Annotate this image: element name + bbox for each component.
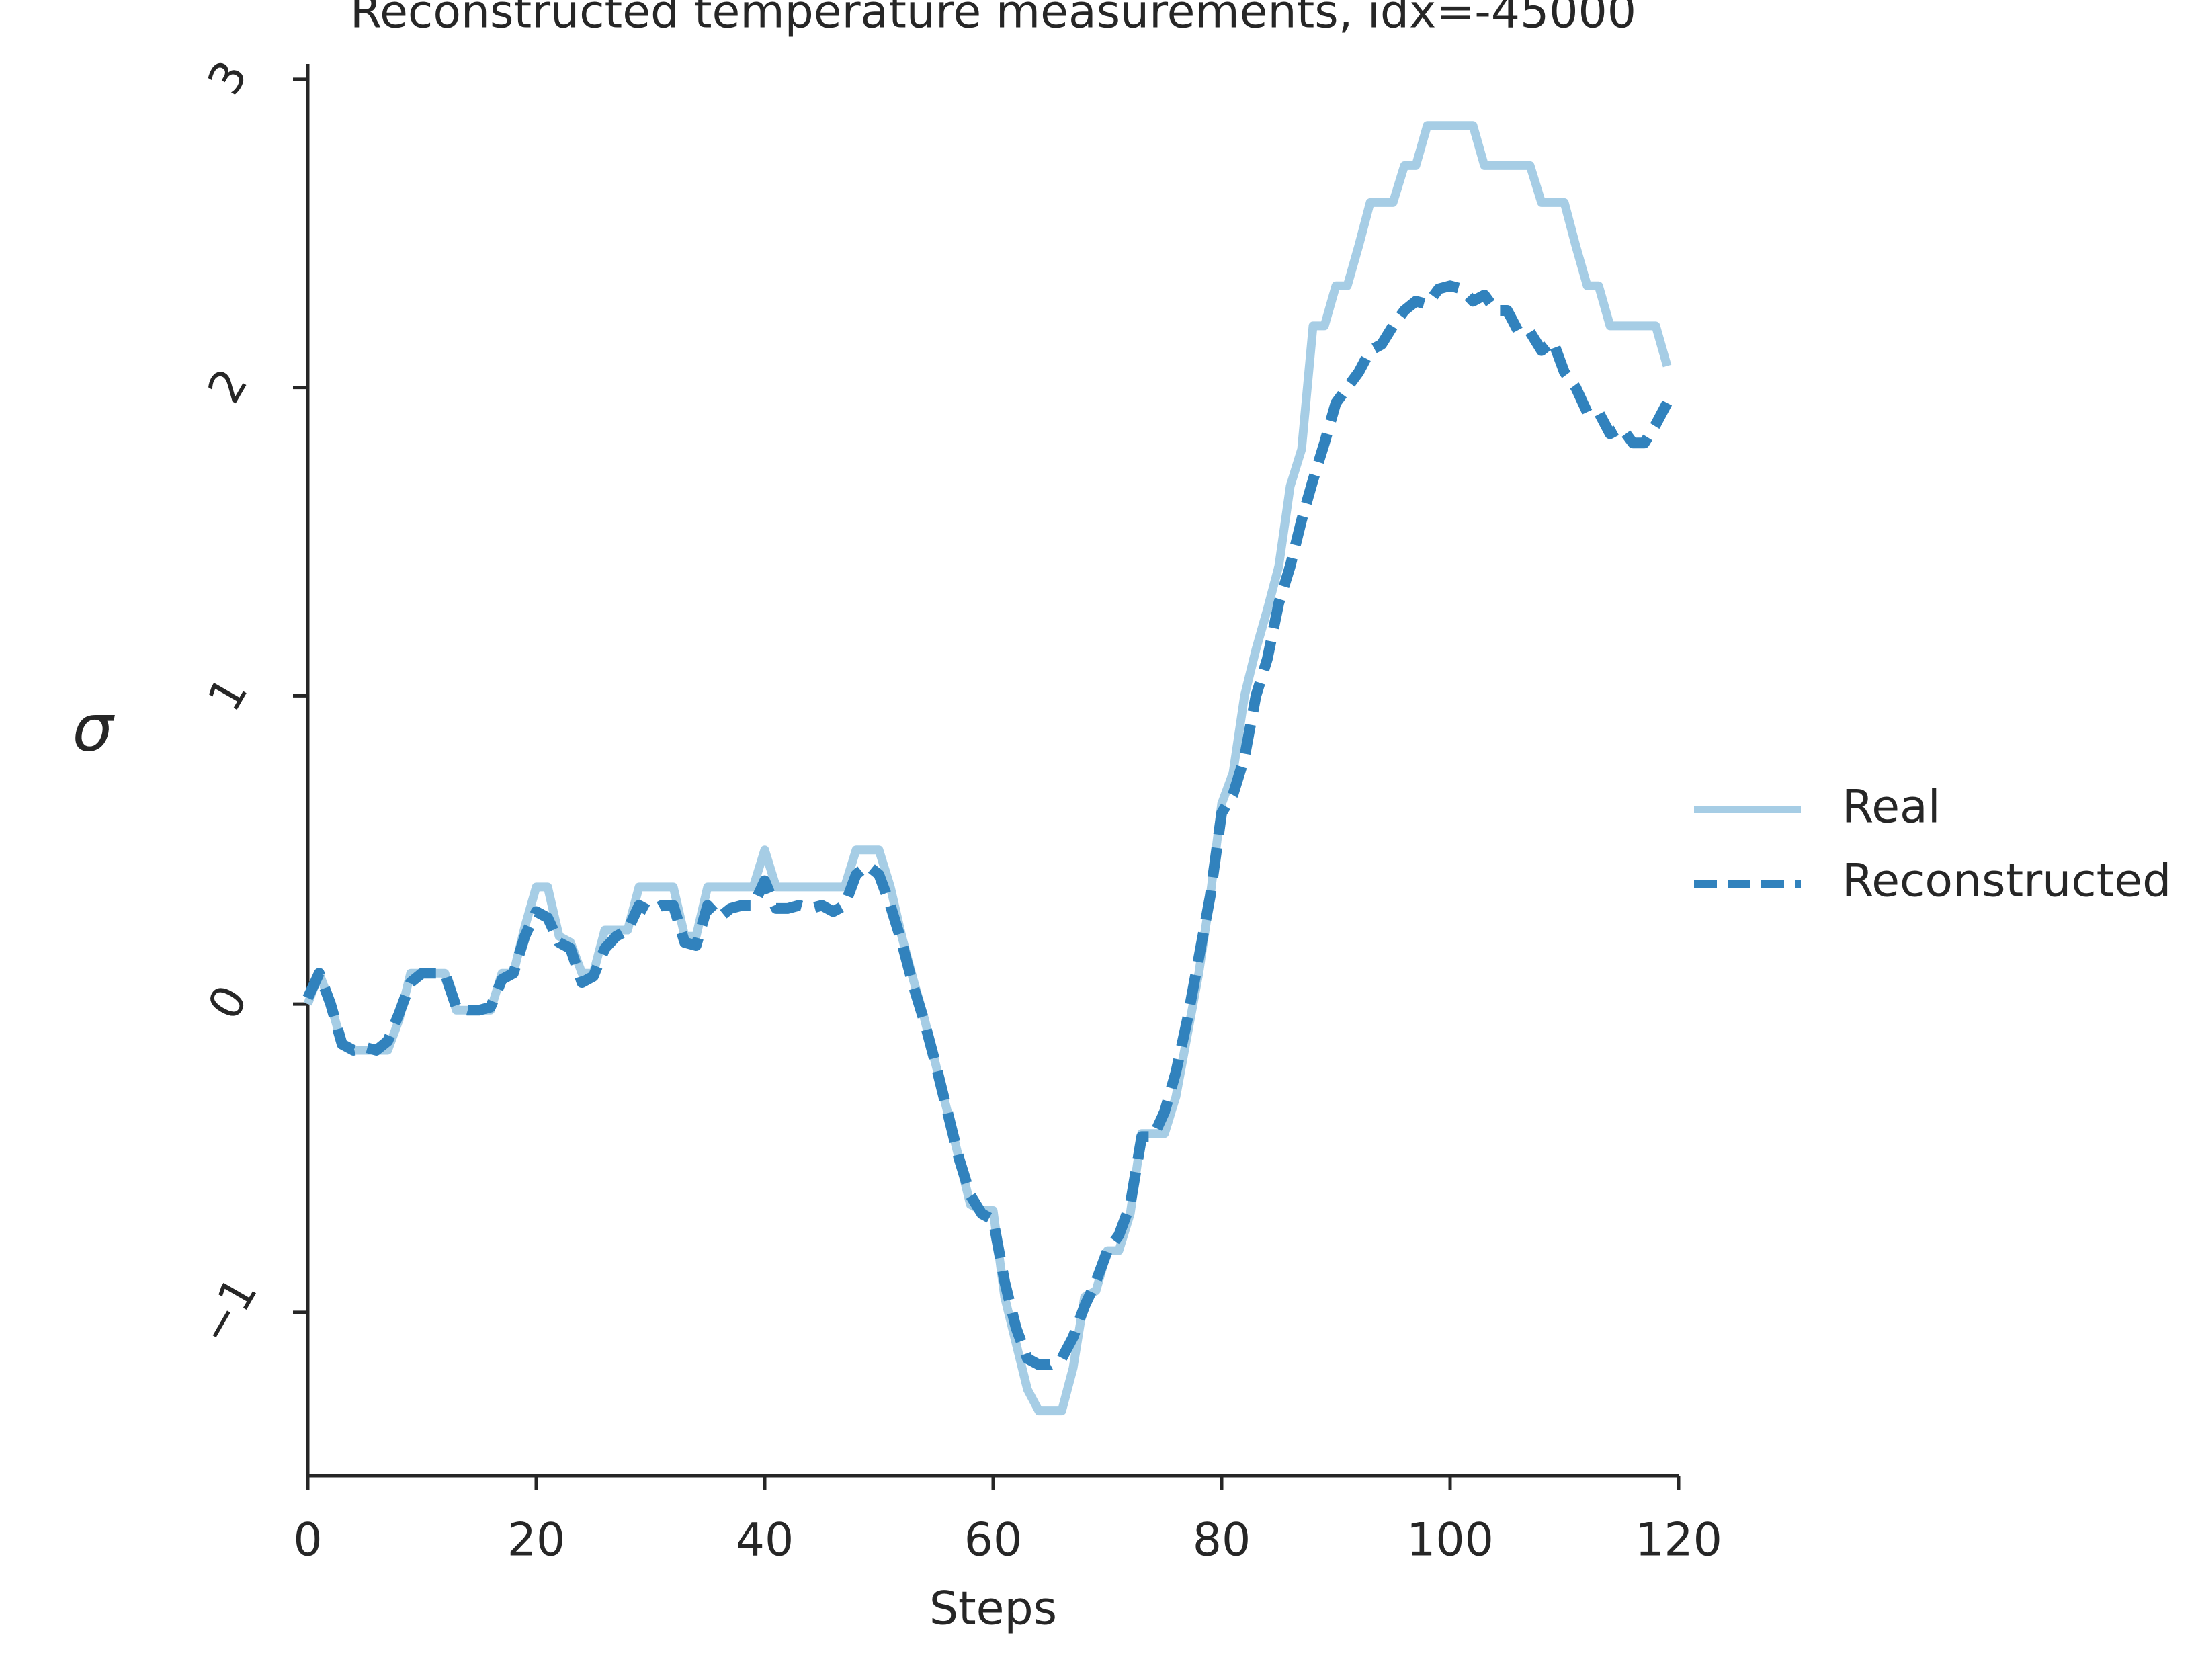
x-tick-label: 20: [507, 1514, 566, 1567]
x-tick-label: 100: [1406, 1514, 1494, 1567]
legend-label: Reconstructed: [1842, 855, 2171, 908]
chart-title: Reconstructed temperature measurements, …: [350, 0, 1636, 39]
series-line: [303, 121, 1672, 1416]
x-tick-label: 40: [736, 1514, 794, 1567]
x-tick-label: 120: [1635, 1514, 1722, 1567]
y-axis-label: σ: [73, 690, 116, 765]
x-tick-label: 0: [293, 1514, 322, 1567]
x-axis-label: Steps: [929, 1583, 1057, 1636]
y-tick-label: 2: [198, 360, 259, 412]
x-tick-label: 60: [964, 1514, 1023, 1567]
y-tick-label: −1: [188, 1269, 268, 1353]
y-tick-label: 1: [198, 669, 259, 720]
series-line: [302, 280, 1673, 1370]
y-tick-label: 0: [198, 977, 259, 1029]
y-tick-label: 3: [198, 52, 259, 103]
x-tick-label: 80: [1193, 1514, 1251, 1567]
legend-label: Real: [1842, 781, 1941, 834]
